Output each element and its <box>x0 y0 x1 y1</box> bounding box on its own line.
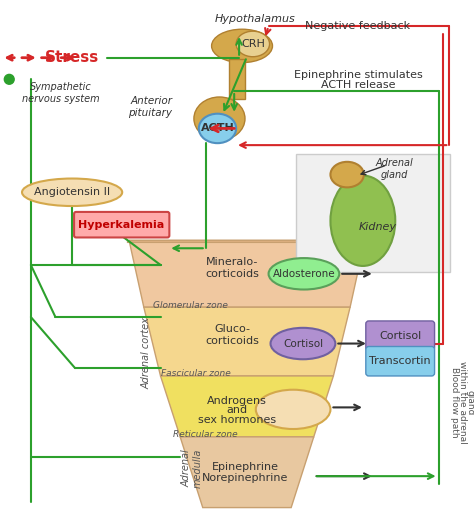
Polygon shape <box>129 240 365 307</box>
Text: Adrenal cortex: Adrenal cortex <box>142 317 152 389</box>
Text: Sympathetic
nervous system: Sympathetic nervous system <box>21 82 99 104</box>
Polygon shape <box>144 307 350 376</box>
Ellipse shape <box>256 390 330 429</box>
Text: Kidney: Kidney <box>359 221 397 231</box>
Text: Hyperkalemia: Hyperkalemia <box>78 220 164 230</box>
FancyBboxPatch shape <box>74 212 169 237</box>
Polygon shape <box>127 240 367 242</box>
Text: Fascicular zone: Fascicular zone <box>161 369 231 379</box>
Polygon shape <box>180 437 314 508</box>
Ellipse shape <box>236 31 270 57</box>
FancyBboxPatch shape <box>366 347 435 376</box>
Text: sex hormones: sex hormones <box>198 415 276 425</box>
Ellipse shape <box>330 162 364 187</box>
Text: Cortisol: Cortisol <box>379 331 421 341</box>
Ellipse shape <box>330 176 395 266</box>
Text: gland: gland <box>465 390 474 415</box>
Text: Transcortin: Transcortin <box>369 356 431 366</box>
Ellipse shape <box>22 178 122 206</box>
Text: Norepinephrine: Norepinephrine <box>202 473 288 483</box>
Text: Hypothalamus: Hypothalamus <box>214 14 295 24</box>
Text: CRH: CRH <box>241 39 265 49</box>
FancyBboxPatch shape <box>366 321 435 350</box>
Text: Gluco-
corticoids: Gluco- corticoids <box>205 324 259 346</box>
Ellipse shape <box>211 29 273 63</box>
Text: Adrenal
gland: Adrenal gland <box>375 158 413 179</box>
FancyBboxPatch shape <box>296 154 450 272</box>
Text: Cortisol: Cortisol <box>283 339 323 349</box>
Text: Blood flow path: Blood flow path <box>450 367 459 438</box>
Text: and: and <box>227 406 248 416</box>
Text: Androgens: Androgens <box>207 396 267 406</box>
Text: Mineralo-
corticoids: Mineralo- corticoids <box>205 257 259 279</box>
Text: Reticular zone: Reticular zone <box>173 430 238 439</box>
Text: Adrenal
medulla: Adrenal medulla <box>181 449 203 488</box>
Text: Epinephrine stimulates: Epinephrine stimulates <box>293 70 422 80</box>
Text: Negative feedback: Negative feedback <box>305 21 410 31</box>
Ellipse shape <box>271 328 336 359</box>
Ellipse shape <box>194 97 245 140</box>
Text: within the adrenal: within the adrenal <box>457 361 466 444</box>
Text: Angiotensin II: Angiotensin II <box>34 187 110 197</box>
Ellipse shape <box>269 258 339 289</box>
Text: Epinephrine: Epinephrine <box>211 462 279 472</box>
Text: Anterior
pituitary: Anterior pituitary <box>128 96 173 118</box>
Text: ACTH: ACTH <box>201 124 234 134</box>
Text: Stress: Stress <box>45 50 99 65</box>
Polygon shape <box>229 59 245 99</box>
Circle shape <box>4 74 14 84</box>
Ellipse shape <box>199 114 236 143</box>
Text: Aldosterone: Aldosterone <box>273 269 335 279</box>
Text: ACTH release: ACTH release <box>321 80 395 90</box>
Polygon shape <box>161 376 333 437</box>
Text: Glomerular zone: Glomerular zone <box>153 301 228 310</box>
